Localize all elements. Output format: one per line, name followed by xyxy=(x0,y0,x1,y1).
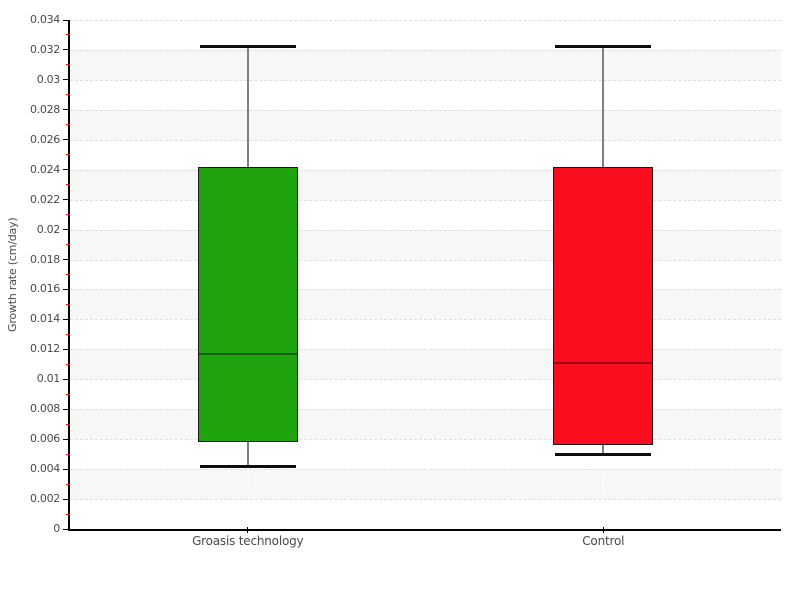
y-axis-tick-label: 0 xyxy=(53,522,60,535)
y-axis-tick-label: 0.004 xyxy=(30,462,60,476)
x-axis-tick xyxy=(247,527,249,533)
y-axis-tick xyxy=(63,79,70,81)
whisker-cap-min xyxy=(555,452,652,456)
whisker-stem-bottom xyxy=(246,442,249,467)
y-axis-tick xyxy=(63,378,70,380)
y-axis-minor-tick xyxy=(66,154,70,156)
y-axis-tick-label: 0.018 xyxy=(30,252,60,266)
gridline xyxy=(70,139,781,141)
box xyxy=(197,166,298,443)
y-axis-minor-tick xyxy=(66,513,70,515)
y-axis-minor-tick xyxy=(66,303,70,305)
y-axis-tick xyxy=(63,438,70,440)
y-axis-tick xyxy=(63,199,70,201)
whisker-cap-min xyxy=(199,464,296,468)
gridline xyxy=(70,169,781,171)
y-axis-tick xyxy=(63,109,70,111)
y-axis-tick xyxy=(63,498,70,500)
y-axis-tick-label: 0.02 xyxy=(36,222,61,236)
y-axis-minor-tick xyxy=(66,64,70,66)
y-axis-line xyxy=(68,20,70,531)
box xyxy=(553,166,654,446)
x-axis-tick xyxy=(602,527,604,533)
gridline xyxy=(70,229,781,231)
background-band xyxy=(70,169,781,200)
y-axis-minor-tick xyxy=(66,34,70,36)
gridline xyxy=(70,289,781,291)
y-axis-tick-label: 0.03 xyxy=(36,72,61,86)
gridline xyxy=(70,409,781,411)
gridline xyxy=(70,49,781,51)
y-axis-tick-label: 0.024 xyxy=(30,162,60,176)
y-axis-tick-label: 0.014 xyxy=(30,312,60,326)
gridline xyxy=(70,259,781,261)
y-axis-minor-tick xyxy=(66,274,70,275)
y-axis-tick-label: 0.026 xyxy=(30,132,60,146)
background-band xyxy=(70,49,781,80)
y-axis-tick-label: 0.01 xyxy=(36,372,61,386)
gridline xyxy=(70,109,781,111)
y-axis-minor-tick xyxy=(66,363,70,365)
y-axis-title: Growth rate (cm/day) xyxy=(6,217,19,332)
y-axis-tick-label: 0.022 xyxy=(30,192,60,206)
y-axis-minor-tick xyxy=(66,184,70,186)
y-axis-minor-tick xyxy=(66,393,70,395)
y-axis-minor-tick xyxy=(66,453,70,455)
y-axis-minor-tick xyxy=(66,483,70,485)
y-axis-tick xyxy=(63,348,70,350)
gridline xyxy=(70,349,781,351)
background-band xyxy=(70,409,781,440)
whisker-stem-bottom xyxy=(602,445,605,455)
y-axis-tick xyxy=(63,49,70,51)
median-line xyxy=(554,361,653,364)
y-axis-minor-tick xyxy=(66,244,70,246)
gridline xyxy=(70,499,781,501)
y-axis-tick-label: 0.006 xyxy=(30,432,60,446)
y-axis-tick xyxy=(63,139,70,141)
y-axis-tick-label: 0.008 xyxy=(30,402,60,416)
whisker-stem-top xyxy=(246,46,249,167)
gridline xyxy=(70,439,781,441)
y-axis-tick xyxy=(63,169,70,171)
whisker-stem-top xyxy=(602,46,605,167)
y-axis-tick xyxy=(63,528,70,530)
y-axis-tick-label: 0.032 xyxy=(30,42,60,56)
gridline xyxy=(70,20,781,21)
y-axis-tick-label: 0.012 xyxy=(30,342,60,356)
y-axis-minor-tick xyxy=(66,333,70,335)
y-axis-tick xyxy=(63,229,70,231)
x-axis-line xyxy=(68,529,781,531)
y-axis-minor-tick xyxy=(66,124,70,126)
plot-area: 0 0.002 0.004 0.006 0.008 0.01 0.012 0.014 0.016… xyxy=(30,13,781,548)
whisker-cap-max xyxy=(199,45,296,49)
gridline xyxy=(70,199,781,201)
y-axis-tick-label: 0.028 xyxy=(30,102,60,116)
y-axis-tick xyxy=(63,288,70,290)
gridline xyxy=(70,379,781,381)
background-band xyxy=(70,109,781,140)
gridline xyxy=(70,319,781,321)
y-axis-tick xyxy=(63,259,70,261)
y-axis-tick-label: 0.034 xyxy=(30,13,60,26)
y-axis-minor-tick xyxy=(66,94,70,96)
y-axis-tick xyxy=(63,408,70,410)
median-line xyxy=(198,352,297,355)
gridline xyxy=(70,79,781,81)
y-axis-minor-tick xyxy=(66,214,70,216)
whisker-cap-max xyxy=(555,45,652,49)
gridline xyxy=(70,469,781,471)
background-band xyxy=(70,229,781,260)
x-axis-label: Control xyxy=(582,534,625,548)
y-axis-tick xyxy=(63,318,70,320)
y-axis-tick xyxy=(63,19,70,21)
y-axis-tick-label: 0.002 xyxy=(30,492,60,506)
x-axis-label: Groasis technology xyxy=(192,534,304,548)
background-band xyxy=(70,349,781,380)
y-axis-minor-tick xyxy=(66,423,70,425)
y-axis-tick-label: 0.016 xyxy=(30,282,60,296)
y-axis-tick xyxy=(63,468,70,470)
background-band xyxy=(70,469,781,500)
background-band xyxy=(70,289,781,320)
